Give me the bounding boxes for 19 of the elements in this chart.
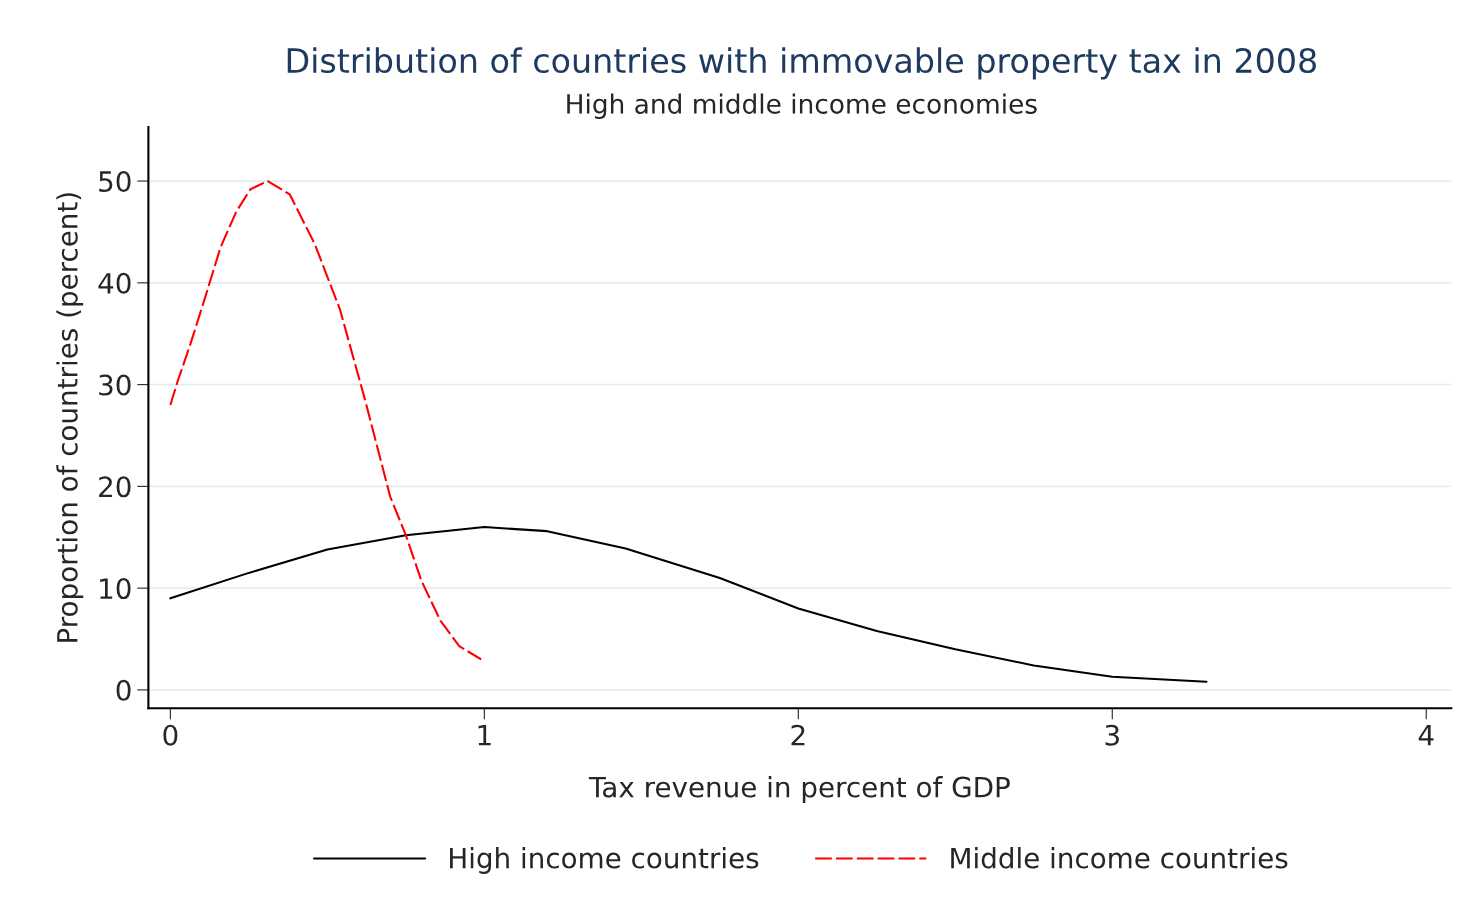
x-axis-title: Tax revenue in percent of GDP <box>588 776 1010 803</box>
chart-title: Distribution of countries with immovable property tax in 2008 <box>287 47 1316 80</box>
x-tick-label: 2 <box>791 724 805 746</box>
y-tick-label: 20 <box>99 476 131 498</box>
legend-label: High income countries <box>450 847 759 874</box>
y-axis-title: Proportion of countries (percent) <box>56 193 84 642</box>
line-series <box>169 526 1208 683</box>
x-tick-label: 3 <box>1105 724 1119 746</box>
x-tick-label: 4 <box>1418 725 1434 746</box>
y-tick-label: 50 <box>99 171 131 193</box>
line-series <box>169 180 483 661</box>
y-tick-label: 40 <box>98 272 131 294</box>
y-tick-label: 30 <box>99 374 131 396</box>
x-tick-label: 0 <box>163 724 178 746</box>
y-tick-label: 0 <box>116 679 131 701</box>
chart-subtitle: High and middle income economies <box>567 93 1037 119</box>
legend-label: Middle income countries <box>951 847 1288 869</box>
y-tick-label: 10 <box>100 578 131 600</box>
x-tick-label: 1 <box>478 725 491 746</box>
